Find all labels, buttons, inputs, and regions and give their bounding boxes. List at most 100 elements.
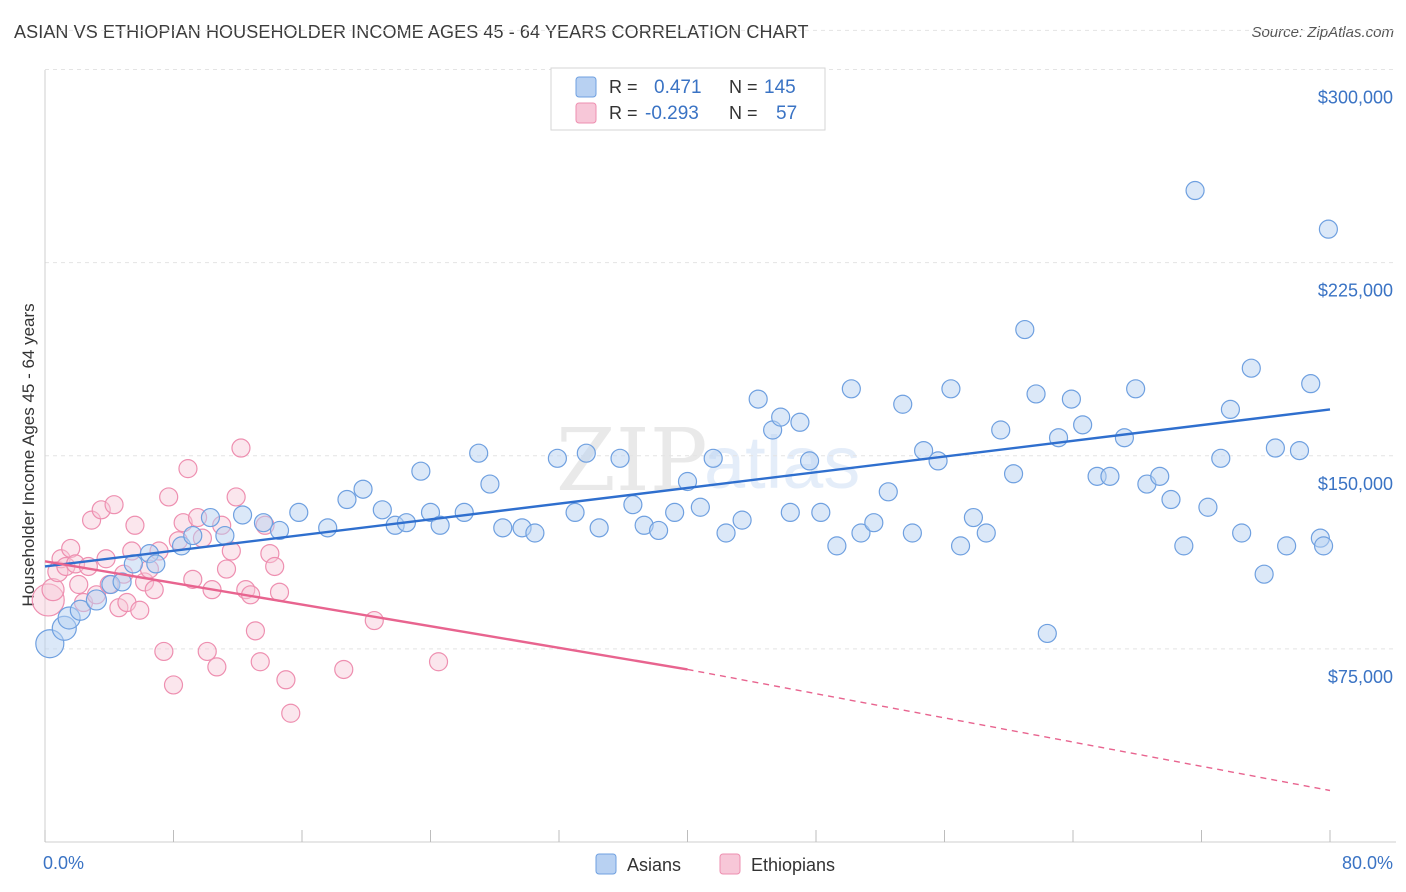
ethiopian-point bbox=[250, 652, 270, 672]
asian-point bbox=[1161, 489, 1181, 510]
asian-point bbox=[928, 451, 948, 471]
legend-swatch-asian bbox=[575, 76, 597, 98]
asian-point bbox=[146, 554, 166, 574]
asian-point bbox=[469, 443, 489, 463]
asian-point bbox=[480, 474, 500, 494]
ethiopian-point bbox=[154, 641, 174, 662]
y-axis-label: Householder Income Ages 45 - 64 years bbox=[19, 303, 38, 606]
asian-point bbox=[799, 451, 820, 471]
asian-point bbox=[902, 523, 922, 543]
legend-n-value-asian: 145 bbox=[764, 77, 796, 98]
asian-point bbox=[677, 471, 698, 492]
asian-point bbox=[1150, 466, 1170, 486]
asian-point bbox=[318, 518, 338, 538]
asian-point bbox=[1003, 464, 1024, 484]
ethiopian-point bbox=[245, 621, 266, 641]
ethiopian-points bbox=[31, 438, 449, 723]
legend-r-label-ethiopian: R = bbox=[609, 103, 638, 123]
asian-point bbox=[69, 599, 91, 621]
ethiopian-point bbox=[428, 652, 449, 672]
asian-point bbox=[1313, 536, 1334, 556]
ethiopian-point bbox=[197, 641, 217, 662]
ethiopian-point bbox=[125, 515, 145, 535]
y-tick-label: $300,000 bbox=[1318, 88, 1393, 108]
asian-point bbox=[411, 461, 431, 481]
asian-point bbox=[253, 513, 274, 533]
asian-point bbox=[232, 505, 253, 525]
x-tick-label-max: 80.0% bbox=[1342, 853, 1393, 873]
legend-n-label-ethiopian: N = bbox=[729, 103, 758, 123]
ethiopian-point bbox=[231, 438, 251, 458]
asian-point bbox=[269, 520, 290, 541]
ethiopian-point bbox=[265, 556, 285, 577]
asian-point bbox=[610, 448, 630, 468]
asian-points bbox=[35, 180, 1338, 659]
asian-point bbox=[420, 502, 441, 523]
asian-point bbox=[716, 523, 736, 543]
asian-point bbox=[565, 502, 585, 523]
legend-swatch-asians bbox=[595, 853, 617, 875]
asian-point bbox=[690, 497, 710, 517]
x-tick-marks bbox=[44, 830, 1331, 842]
ethiopian-point bbox=[159, 487, 179, 507]
legend-box bbox=[550, 67, 826, 131]
asian-point bbox=[1026, 384, 1046, 404]
ethiopian-point bbox=[216, 559, 237, 579]
asian-trend-line bbox=[44, 408, 1331, 568]
asian-point bbox=[1254, 564, 1274, 584]
asian-point bbox=[1015, 319, 1035, 340]
x-tick-label-min: 0.0% bbox=[43, 853, 84, 873]
asian-point bbox=[547, 448, 567, 468]
legend-n-label-asian: N = bbox=[729, 77, 758, 97]
asian-point bbox=[430, 515, 450, 535]
asian-point bbox=[337, 489, 357, 510]
asian-point bbox=[1289, 441, 1310, 461]
watermark-atlas: atlas bbox=[704, 421, 860, 504]
ethiopian-trend-extension bbox=[687, 668, 1331, 792]
ethiopian-point bbox=[178, 459, 198, 479]
asian-point bbox=[576, 443, 596, 463]
asian-point bbox=[748, 389, 768, 409]
asian-point bbox=[703, 448, 723, 468]
asian-point bbox=[1061, 389, 1081, 409]
legend-label-ethiopians: Ethiopians bbox=[751, 855, 835, 875]
ethiopian-point bbox=[183, 569, 203, 589]
ethiopian-point bbox=[81, 510, 102, 530]
asian-point bbox=[1198, 497, 1218, 517]
ethiopian-point bbox=[226, 487, 246, 507]
ethiopian-point bbox=[364, 610, 384, 631]
asian-point bbox=[732, 510, 752, 530]
ethiopian-point bbox=[69, 574, 89, 595]
ethiopian-point bbox=[104, 495, 124, 515]
asian-point bbox=[1232, 523, 1252, 543]
y-tick-label: $150,000 bbox=[1318, 474, 1393, 494]
asian-point bbox=[623, 495, 643, 515]
ethiopian-point bbox=[91, 500, 111, 520]
asian-point bbox=[183, 525, 203, 546]
ethiopian-point bbox=[334, 659, 354, 680]
ethiopian-point bbox=[61, 538, 81, 559]
asian-point bbox=[1318, 219, 1338, 239]
asian-point bbox=[950, 536, 971, 556]
asian-point bbox=[112, 572, 132, 592]
legend-label-asians: Asians bbox=[627, 855, 681, 875]
asian-point bbox=[811, 502, 831, 523]
source-label: Source: ZipAtlas.com bbox=[1251, 24, 1394, 41]
asian-point bbox=[589, 518, 609, 538]
asian-point bbox=[372, 500, 392, 520]
asian-point bbox=[493, 518, 513, 538]
asian-point bbox=[771, 407, 791, 427]
asian-point bbox=[1114, 428, 1135, 448]
asian-point bbox=[648, 520, 669, 541]
asian-point bbox=[1073, 415, 1093, 435]
asian-point bbox=[1037, 623, 1057, 644]
legend-r-value-ethiopian: -0.293 bbox=[645, 103, 699, 124]
asian-point bbox=[780, 502, 800, 523]
ethiopian-point bbox=[207, 657, 227, 677]
y-tick-label: $225,000 bbox=[1318, 281, 1393, 301]
asian-point bbox=[200, 507, 221, 528]
legend-swatch-ethiopians bbox=[719, 853, 741, 875]
legend-n-value-ethiopian: 57 bbox=[776, 103, 797, 124]
asian-point bbox=[1265, 438, 1285, 458]
